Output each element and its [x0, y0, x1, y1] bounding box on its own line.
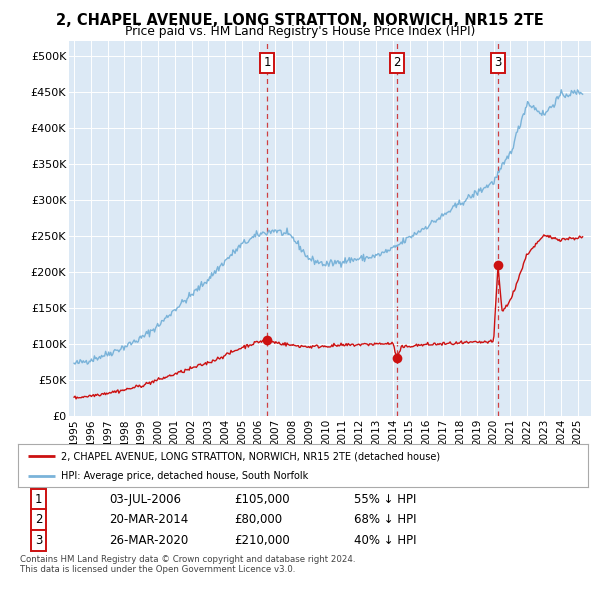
Text: 2: 2 — [35, 513, 42, 526]
Text: 68% ↓ HPI: 68% ↓ HPI — [354, 513, 417, 526]
Text: 2, CHAPEL AVENUE, LONG STRATTON, NORWICH, NR15 2TE: 2, CHAPEL AVENUE, LONG STRATTON, NORWICH… — [56, 13, 544, 28]
Text: 2, CHAPEL AVENUE, LONG STRATTON, NORWICH, NR15 2TE (detached house): 2, CHAPEL AVENUE, LONG STRATTON, NORWICH… — [61, 451, 440, 461]
Text: Price paid vs. HM Land Registry's House Price Index (HPI): Price paid vs. HM Land Registry's House … — [125, 25, 475, 38]
Text: 3: 3 — [494, 57, 502, 70]
Text: 55% ↓ HPI: 55% ↓ HPI — [354, 493, 416, 506]
Text: 20-MAR-2014: 20-MAR-2014 — [109, 513, 188, 526]
Text: £210,000: £210,000 — [235, 534, 290, 547]
Text: 26-MAR-2020: 26-MAR-2020 — [109, 534, 188, 547]
Text: 1: 1 — [35, 493, 42, 506]
Text: 03-JUL-2006: 03-JUL-2006 — [109, 493, 181, 506]
Text: 2: 2 — [394, 57, 401, 70]
Text: £105,000: £105,000 — [235, 493, 290, 506]
Text: 3: 3 — [35, 534, 42, 547]
Text: £80,000: £80,000 — [235, 513, 283, 526]
Text: Contains HM Land Registry data © Crown copyright and database right 2024.
This d: Contains HM Land Registry data © Crown c… — [20, 555, 355, 574]
Text: 1: 1 — [263, 57, 271, 70]
Text: HPI: Average price, detached house, South Norfolk: HPI: Average price, detached house, Sout… — [61, 471, 308, 481]
Text: 40% ↓ HPI: 40% ↓ HPI — [354, 534, 417, 547]
